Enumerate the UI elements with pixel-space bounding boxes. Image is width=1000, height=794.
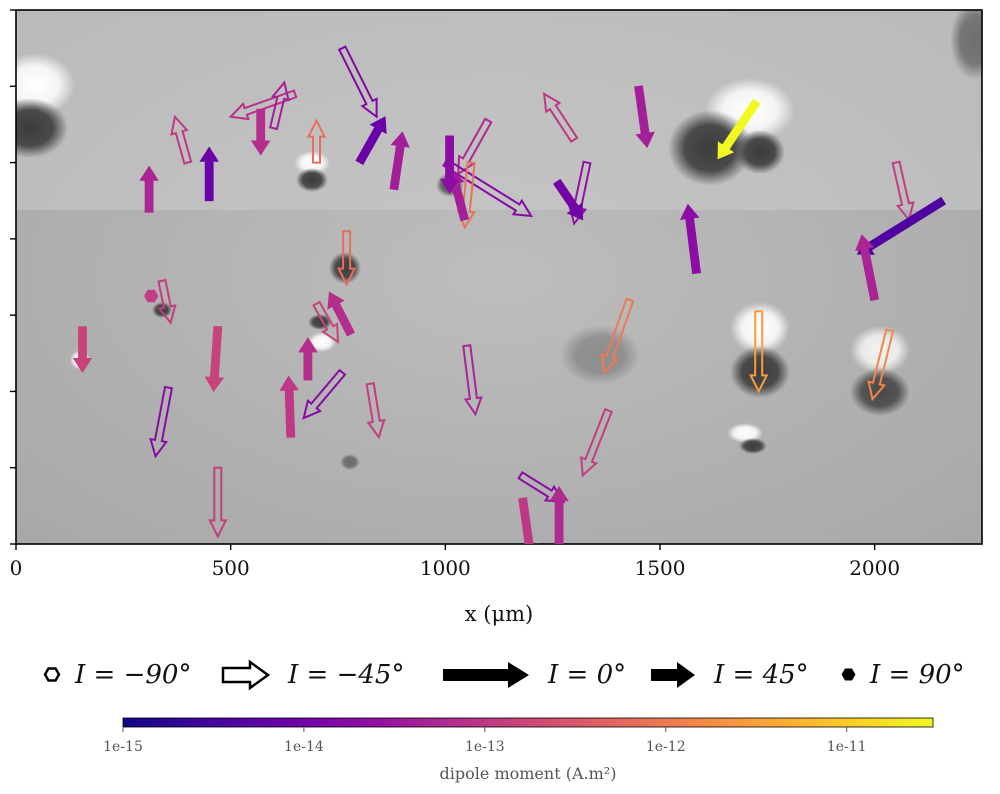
dipole-arrow-solid xyxy=(72,326,93,374)
dipole-arrow-open xyxy=(208,466,228,539)
dipole-arrow-open xyxy=(600,297,635,375)
dipole-hexagon xyxy=(144,289,159,303)
legend-marker-solid-hexagon xyxy=(841,668,856,681)
legend-marker-short-arrow xyxy=(651,662,695,688)
dipole-arrow-open xyxy=(457,117,493,176)
dipole-arrow-open xyxy=(542,92,579,143)
dipole-arrow-solid xyxy=(634,85,655,149)
x-axis-title: x (μm) xyxy=(465,602,533,626)
colorbar-tick-label: 1e-12 xyxy=(646,739,686,755)
legend-marker-long-arrow xyxy=(443,662,529,688)
x-tick-label: 1500 xyxy=(635,556,686,580)
legend-label-5: I = 90° xyxy=(869,660,965,690)
dipole-arrow-solid xyxy=(518,497,539,544)
legend-label-4: I = 45° xyxy=(713,660,809,690)
legend-label-1: I = −90° xyxy=(74,660,191,690)
dipole-arrow-open xyxy=(268,80,290,131)
dipole-arrows xyxy=(72,45,947,544)
dipole-arrow-solid xyxy=(327,291,355,337)
dipole-arrow-open xyxy=(149,385,174,459)
colorbar-ticks: 1e-15 1e-14 1e-13 1e-12 1e-11 xyxy=(103,727,867,755)
dipole-arrow-open xyxy=(365,382,386,440)
dipole-arrow-solid xyxy=(250,108,271,156)
dipole-arrow-solid xyxy=(855,234,880,302)
plot-frame xyxy=(15,9,983,545)
dipole-arrow-solid xyxy=(139,165,159,213)
dipole-arrow-solid xyxy=(389,131,410,191)
dipole-arrow-solid xyxy=(549,486,569,544)
dipole-arrow-solid xyxy=(355,116,387,166)
dipole-arrow-open xyxy=(306,118,327,164)
x-tick-label: 500 xyxy=(212,556,250,580)
dipole-arrow-open xyxy=(867,328,895,402)
dipole-arrow-solid xyxy=(279,375,299,438)
dipole-arrow-solid xyxy=(199,146,219,202)
legend-marker-open-arrow xyxy=(221,659,271,691)
x-tick-label: 1000 xyxy=(420,556,471,580)
x-axis: 0 500 1000 1500 2000 xyxy=(10,544,900,580)
magnetic-map-background xyxy=(16,10,982,544)
dipole-arrow-solid xyxy=(298,337,318,381)
dipole-arrow-open xyxy=(580,407,613,478)
dipole-arrow-solid xyxy=(204,325,225,393)
dipole-arrow-solid xyxy=(553,178,584,221)
dipole-arrow-open xyxy=(170,114,193,165)
dipole-arrow-open xyxy=(891,160,915,222)
legend-marker-open-hexagon xyxy=(43,667,61,682)
dipole-arrow-open xyxy=(442,158,534,218)
legend-label-3: I = 0° xyxy=(547,660,626,690)
dipole-arrow-open xyxy=(337,45,378,119)
dipole-arrow-open xyxy=(749,310,769,394)
dipole-arrow-solid xyxy=(717,98,761,160)
dipole-arrow-open xyxy=(336,230,357,287)
dipole-arrow-solid xyxy=(680,203,701,275)
colorbar: 1e-15 1e-14 1e-13 1e-12 1e-11 dipole moment … xyxy=(103,717,934,783)
dipole-arrow-solid xyxy=(439,135,460,194)
y-axis xyxy=(10,9,16,545)
colorbar-tick-label: 1e-14 xyxy=(284,739,324,755)
colorbar-tick-label: 1e-13 xyxy=(465,739,505,755)
colorbar-label: dipole moment (A.m²) xyxy=(440,764,617,783)
legend: I = −90° I = −45° I = 0° I = 45° I = 90° xyxy=(43,659,965,691)
colorbar-gradient xyxy=(122,717,934,728)
dipole-arrow-open xyxy=(462,344,483,417)
plot-area xyxy=(15,9,983,545)
x-tick-label: 0 xyxy=(10,556,23,580)
dipole-arrow-open xyxy=(312,300,340,344)
dipole-arrow-open xyxy=(302,368,347,420)
dipole-arrow-open xyxy=(157,278,177,325)
colorbar-tick-label: 1e-15 xyxy=(103,739,143,755)
legend-label-2: I = −45° xyxy=(287,660,404,690)
colorbar-tick-label: 1e-11 xyxy=(827,739,867,755)
x-tick-label: 2000 xyxy=(849,556,900,580)
